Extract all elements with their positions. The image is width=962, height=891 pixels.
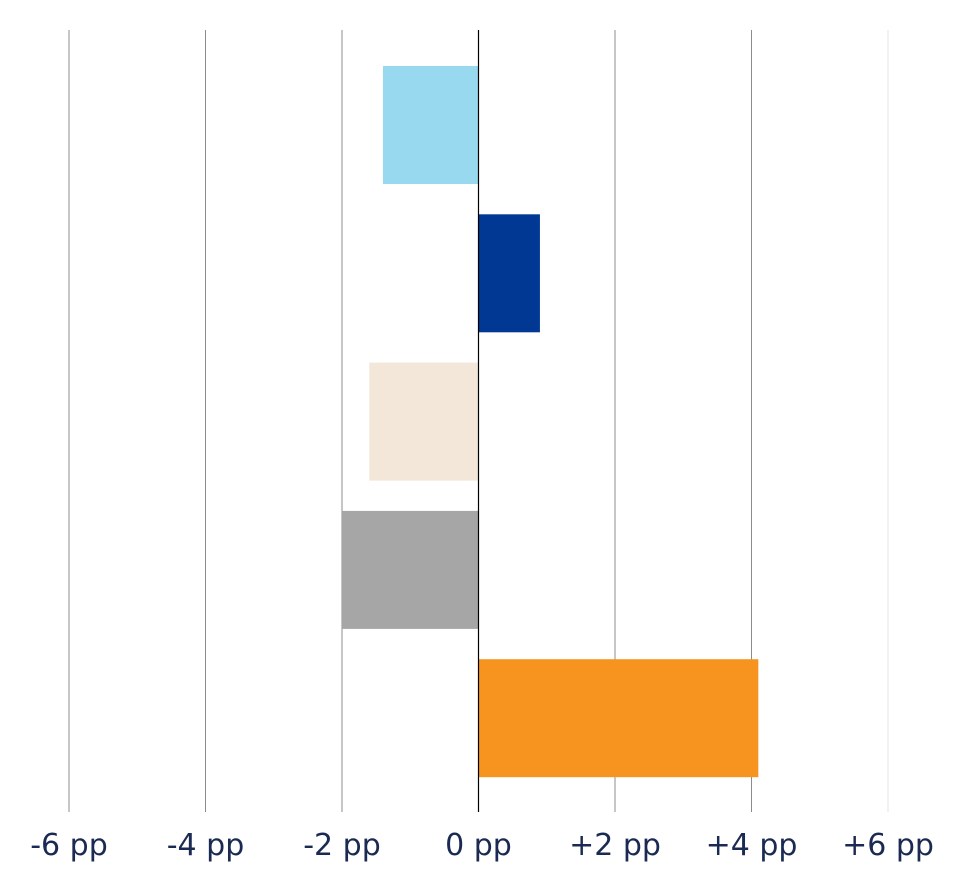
x-tick-labels: -6 pp -4 pp -2 pp 0 pp +2 pp +4 pp +6 pp (30, 828, 934, 863)
bar-1 (478, 214, 540, 333)
x-tick-label-6: +6 pp (842, 828, 934, 863)
bar-0 (382, 66, 479, 184)
x-tick-label-3: 0 pp (445, 828, 512, 863)
x-tick-label-5: +4 pp (706, 828, 798, 863)
x-tick-label-1: -4 pp (167, 828, 245, 863)
bar-2 (369, 362, 479, 481)
x-tick-label-4: +2 pp (569, 828, 661, 863)
bar-4 (478, 659, 759, 778)
grid-lines (68, 30, 889, 812)
x-tick-label-0: -6 pp (30, 828, 108, 863)
bar-3 (342, 510, 479, 629)
x-tick-label-2: -2 pp (303, 828, 381, 863)
bars (342, 66, 759, 778)
